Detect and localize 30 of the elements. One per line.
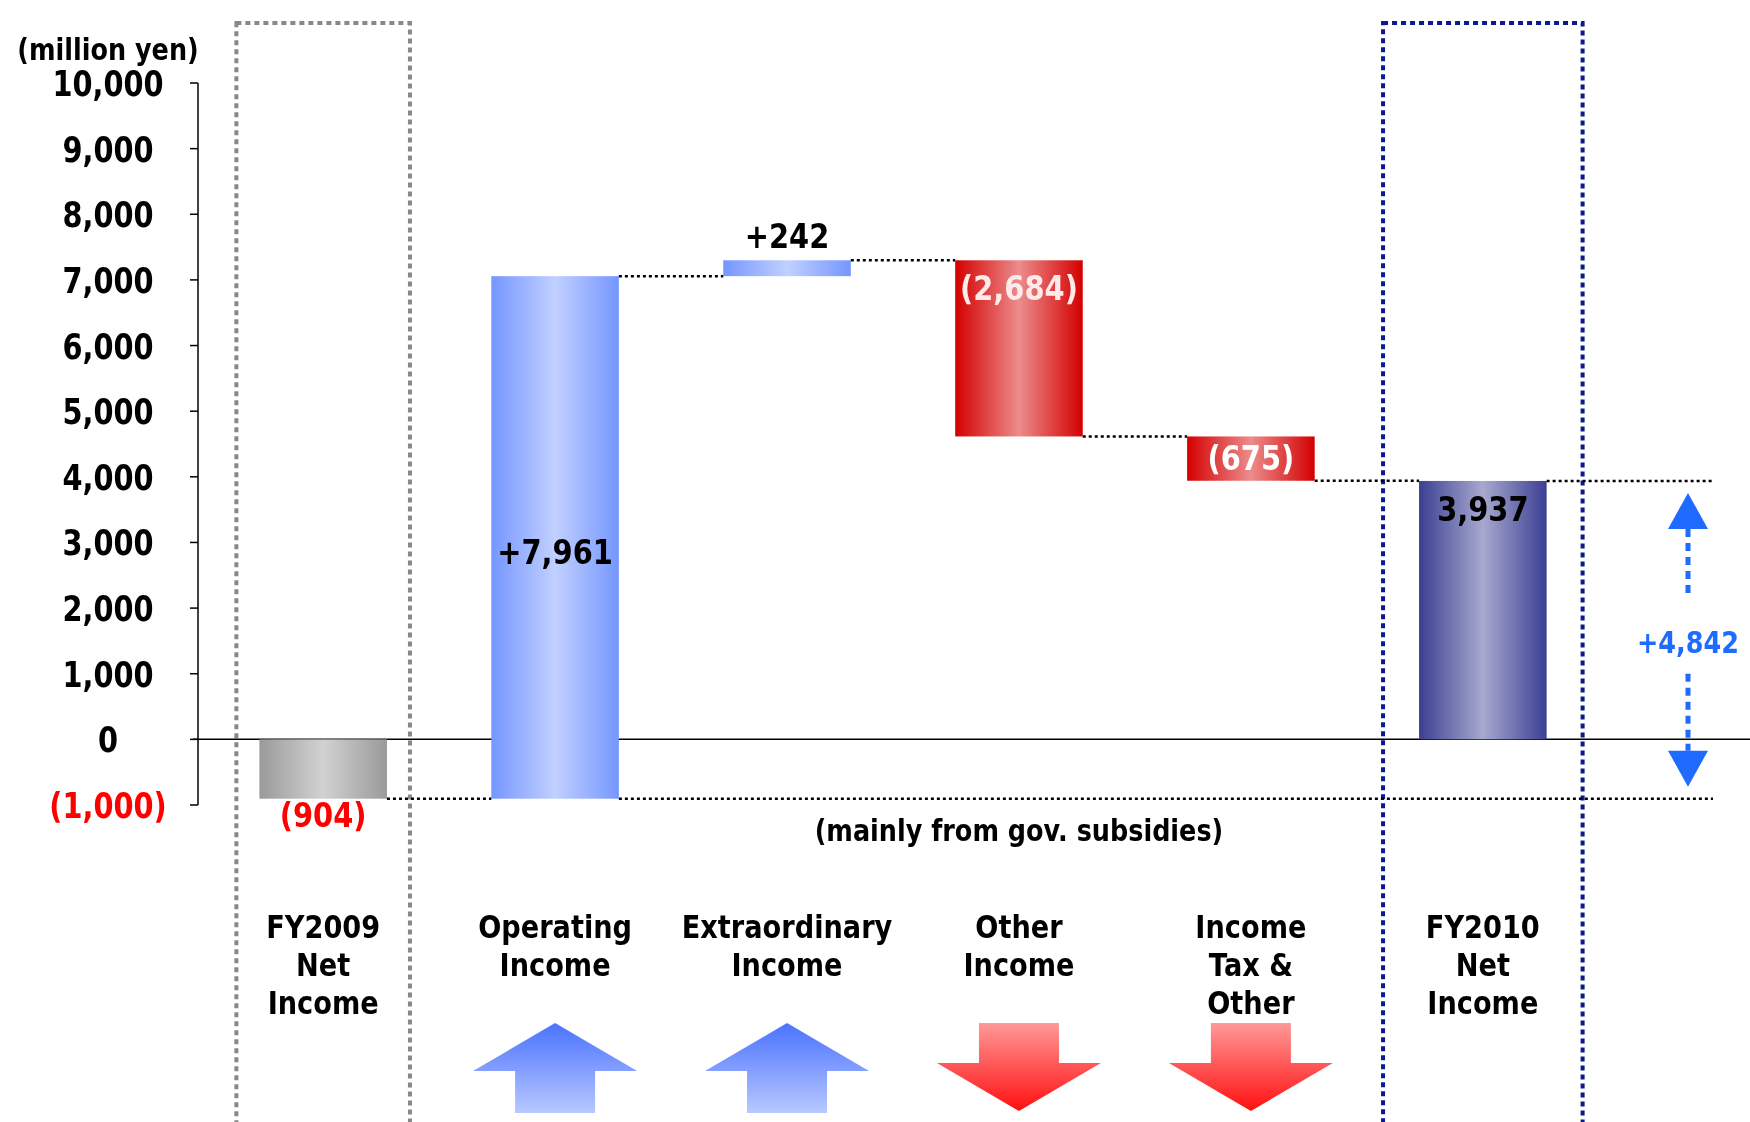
x-tick-label: Other Income <box>963 907 1075 984</box>
x-tick-label: Extraordinary Income <box>681 907 893 984</box>
x-tick-label: Income Tax & Other <box>1195 907 1307 1022</box>
y-tick-label: 8,000 <box>62 194 154 237</box>
data-label: (675) <box>1207 438 1295 478</box>
data-label: +242 <box>744 217 830 256</box>
data-label: (904) <box>279 795 367 835</box>
y-tick-label: 4,000 <box>62 456 154 499</box>
y-tick-label: 2,000 <box>62 587 154 630</box>
bar <box>491 276 619 799</box>
bar <box>723 260 851 277</box>
y-tick-label: 0 <box>97 719 119 762</box>
y-tick-label: 3,000 <box>62 522 154 565</box>
data-label: 3,937 <box>1437 489 1529 529</box>
y-tick-label: 6,000 <box>62 325 154 368</box>
data-label: +7,961 <box>497 532 613 572</box>
y-tick-label: 1,000 <box>62 653 154 696</box>
text: (mainly from gov. subsidies) <box>814 812 1224 849</box>
bar <box>259 739 387 799</box>
x-tick-label: FY2009 Net Income <box>266 907 381 1022</box>
x-tick-label: FY2010 Net Income <box>1425 907 1540 1022</box>
y-tick-label: (1,000) <box>49 784 167 827</box>
annotation: +4,842 <box>1637 624 1739 661</box>
y-tick-label: 5,000 <box>62 391 154 434</box>
y-tick-label: 9,000 <box>62 128 154 171</box>
bar <box>1419 480 1547 740</box>
bar <box>955 260 1083 437</box>
y-tick-label: 7,000 <box>62 259 154 302</box>
x-tick-label: Operating Income <box>478 907 633 984</box>
data-label: (2,684) <box>960 269 1078 308</box>
